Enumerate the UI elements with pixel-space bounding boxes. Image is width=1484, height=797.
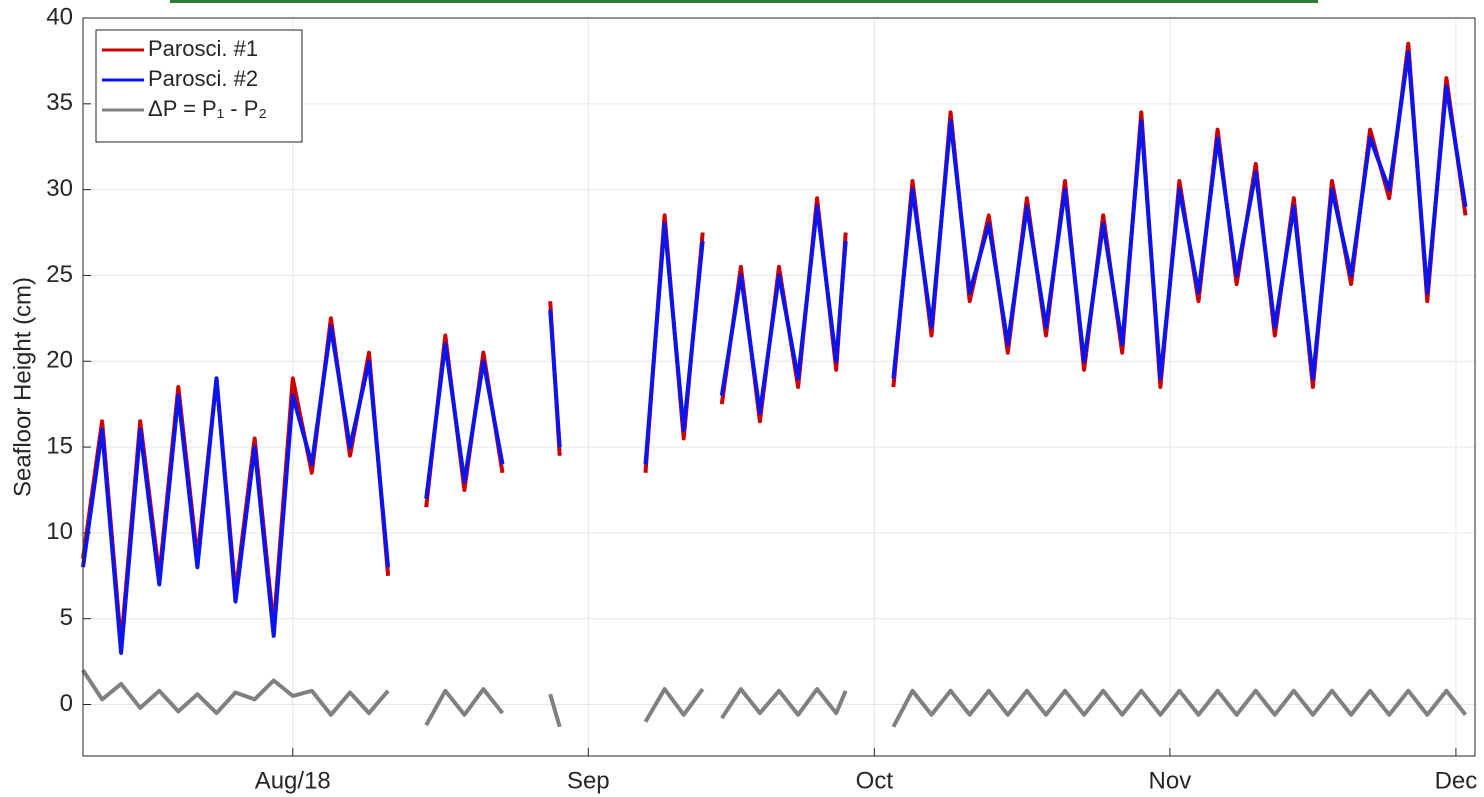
axes-box — [82, 17, 1476, 757]
series-line — [891, 688, 1468, 728]
x-tick-label: Oct — [856, 767, 894, 794]
legend: Parosci. #1 Parosci. #2 ΔP = P₁ - P₂ — [95, 29, 303, 143]
y-tick-label: 0 — [60, 690, 73, 717]
y-tick-label: 40 — [46, 3, 73, 30]
y-tick-label: 30 — [46, 175, 73, 202]
x-tick-label: Nov — [1149, 767, 1192, 794]
series-line — [424, 687, 505, 727]
y-tick-label: 10 — [46, 518, 73, 545]
legend-label: Parosci. #2 — [148, 66, 258, 91]
x-tick-label: Dec — [1435, 767, 1478, 794]
x-tick-label: Aug/18 — [255, 767, 331, 794]
legend-label: ΔP = P₁ - P₂ — [148, 96, 267, 121]
series-line — [891, 41, 1468, 389]
series-line — [891, 50, 1468, 381]
legend-label: Parosci. #1 — [148, 36, 258, 61]
series-line — [548, 309, 562, 448]
series-line — [720, 687, 848, 720]
x-tick-label: Sep — [567, 767, 610, 794]
series-line — [424, 342, 505, 499]
y-tick-label: 20 — [46, 347, 73, 374]
series-line — [81, 324, 391, 655]
series-line — [81, 669, 390, 717]
series-line — [719, 204, 848, 415]
y-tick-label: 5 — [60, 604, 73, 631]
series-line — [548, 693, 562, 728]
plot-lines — [81, 41, 1468, 728]
y-tick-label: 15 — [46, 432, 73, 459]
y-tick-label: 35 — [46, 89, 73, 116]
series-line — [643, 222, 705, 465]
y-tick-label: 25 — [46, 261, 73, 288]
y-axis-label: Seafloor Height (cm) — [9, 277, 36, 497]
top-strip — [170, 0, 1318, 3]
series-line — [643, 687, 705, 723]
